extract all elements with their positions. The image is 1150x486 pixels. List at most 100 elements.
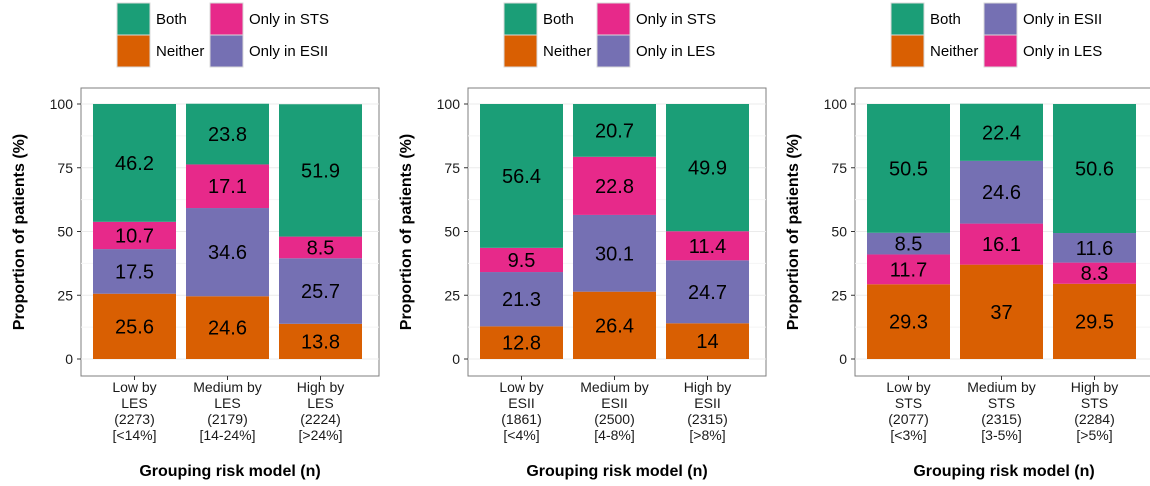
bar-segment — [867, 254, 950, 285]
legend-label: Neither — [543, 43, 591, 60]
y-tick-label: 25 — [444, 287, 460, 303]
bar-segment — [480, 104, 563, 248]
x-category-line: (2077) — [888, 411, 928, 427]
bar-segment — [93, 293, 176, 359]
bar-value-label: 50.6 — [1075, 159, 1114, 181]
y-tick-label: 100 — [50, 96, 74, 112]
x-category-line: LES — [214, 395, 240, 411]
y-tick-label: 100 — [824, 96, 848, 112]
x-category-line: High by — [684, 379, 731, 395]
bar-segment — [666, 104, 749, 232]
legend-swatch — [116, 34, 151, 68]
chart-panel-3: Both Only in ESII Neither Only in LES 0 25 50 7… — [785, 2, 1150, 480]
bar-segment — [573, 104, 656, 157]
x-category-line: [3-5%] — [981, 427, 1021, 443]
x-category-label: Medium by STS (2315) [3-5%] — [967, 379, 1035, 443]
bar-value-label: 49.9 — [688, 158, 727, 180]
y-tick-label: 50 — [831, 224, 847, 240]
legend-label: Neither — [156, 43, 204, 60]
x-axis-title: Grouping risk model (n) — [139, 463, 320, 480]
bar-value-label: 8.5 — [307, 237, 335, 259]
bar-value-label: 8.3 — [1081, 263, 1109, 285]
x-category-line: (2500) — [594, 411, 634, 427]
x-category-line: (2273) — [114, 411, 154, 427]
x-category-line: [>24%] — [299, 427, 343, 443]
y-tick-label: 100 — [437, 96, 461, 112]
chart-panel-2: Both Only in STS Neither Only in LES 0 25 50 75… — [398, 2, 767, 480]
bar-segment — [186, 296, 269, 359]
x-category-line: Medium by — [967, 379, 1035, 395]
x-category-line: [4-8%] — [594, 427, 634, 443]
bar-value-label: 10.7 — [115, 225, 154, 247]
bar-value-label: 11.6 — [1076, 238, 1113, 260]
bar-segment — [960, 264, 1043, 359]
x-category-line: (2224) — [300, 411, 340, 427]
x-category-line: (2284) — [1074, 411, 1114, 427]
bar-segment — [867, 104, 950, 233]
legend-label: Only in STS — [636, 11, 716, 28]
legend-swatch — [890, 2, 925, 36]
bar-value-label: 25.7 — [301, 281, 340, 303]
x-category-line: (2315) — [981, 411, 1021, 427]
bar-value-label: 51.9 — [301, 160, 340, 182]
x-category-line: High by — [1071, 379, 1118, 395]
bar-value-label: 50.5 — [889, 158, 928, 180]
legend-label: Neither — [930, 43, 978, 60]
bar-value-label: 11.7 — [890, 259, 927, 281]
x-category-line: (1861) — [501, 411, 541, 427]
bar-segment — [1053, 233, 1136, 263]
bar-segment — [960, 223, 1043, 265]
x-category-line: [>8%] — [689, 427, 725, 443]
bar-value-label: 13.8 — [301, 331, 340, 353]
bar-value-label: 29.5 — [1075, 311, 1114, 333]
bar-segment — [960, 160, 1043, 224]
y-tick-label: 75 — [831, 160, 847, 176]
y-axis-title: Proportion of patients (%) — [785, 134, 802, 330]
legend-swatch — [503, 2, 538, 36]
y-tick-label: 75 — [444, 160, 460, 176]
bar-value-label: 46.2 — [115, 153, 154, 175]
bar-segment — [186, 208, 269, 297]
legend-swatch — [983, 34, 1018, 68]
bar-segment — [279, 258, 362, 324]
x-category-label: Low by LES (2273) [<14%] — [112, 379, 156, 443]
y-tick-label: 0 — [65, 351, 73, 367]
x-category-label: High by LES (2224) [>24%] — [297, 379, 344, 443]
bar-segment — [573, 156, 656, 215]
x-category-line: High by — [297, 379, 344, 395]
bar-value-label: 14 — [696, 331, 718, 353]
bar-value-label: 37 — [990, 302, 1012, 324]
x-category-line: [<14%] — [113, 427, 157, 443]
legend-swatch — [503, 34, 538, 68]
x-category-line: Low by — [112, 379, 156, 395]
bar-segment — [1053, 283, 1136, 359]
bar-segment — [960, 103, 1043, 161]
x-category-line: (2315) — [687, 411, 727, 427]
x-axis-title: Grouping risk model (n) — [913, 463, 1094, 480]
bar-segment — [93, 249, 176, 294]
bar-value-label: 56.4 — [502, 166, 541, 188]
bar-segment — [279, 323, 362, 359]
x-category-line: Low by — [886, 379, 930, 395]
x-category-label: High by ESII (2315) [>8%] — [684, 379, 731, 443]
bar-value-label: 23.8 — [208, 124, 247, 146]
bar-segment — [867, 232, 950, 255]
bar-value-label: 29.3 — [889, 312, 928, 334]
x-category-line: ESII — [694, 395, 720, 411]
legend-swatch — [116, 2, 151, 36]
legend-label: Only in LES — [636, 43, 715, 60]
x-category-line: ESII — [601, 395, 627, 411]
bar-value-label: 24.6 — [982, 182, 1021, 204]
legend-swatch — [890, 34, 925, 68]
y-axis-title: Proportion of patients (%) — [398, 134, 415, 330]
bar-value-label: 34.6 — [208, 242, 247, 264]
x-category-line: [>5%] — [1076, 427, 1112, 443]
bar-value-label: 8.5 — [895, 234, 923, 256]
bar-value-label: 20.7 — [595, 120, 634, 142]
x-category-line: LES — [121, 395, 147, 411]
x-category-label: High by STS (2284) [>5%] — [1071, 379, 1118, 443]
bar-segment — [93, 221, 176, 250]
x-category-line: [<3%] — [890, 427, 926, 443]
bar-segment — [573, 214, 656, 292]
